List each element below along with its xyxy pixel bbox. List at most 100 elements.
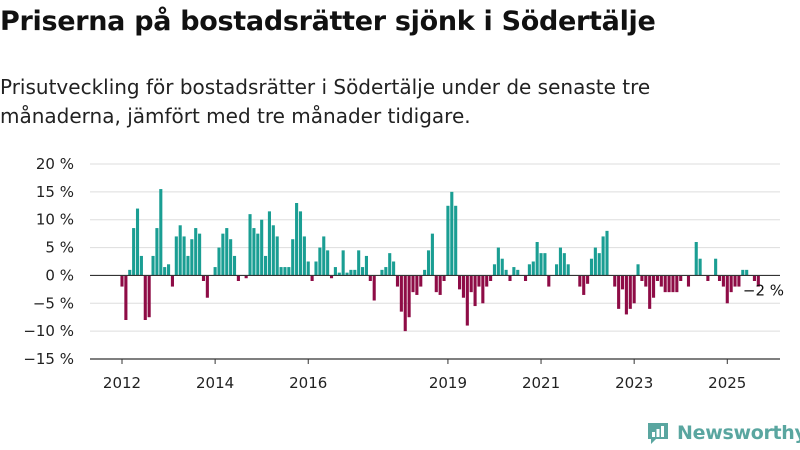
- bar: [535, 242, 539, 276]
- bar: [151, 255, 155, 276]
- bar: [492, 264, 497, 276]
- bar: [434, 275, 438, 293]
- bar: [244, 275, 248, 279]
- bar-chart: −15 %−10 %−5 %0 %5 %10 %15 %20 % 2012 201…: [23, 155, 784, 390]
- bar: [291, 239, 295, 276]
- x-tick-label: 2014: [196, 374, 234, 390]
- bar: [388, 253, 392, 276]
- bar: [667, 275, 671, 293]
- bar: [601, 236, 605, 276]
- bar: [652, 275, 656, 298]
- bar: [213, 267, 217, 276]
- bar: [384, 267, 388, 276]
- bar: [578, 275, 582, 287]
- bar: [620, 275, 625, 290]
- y-tick-label: −15 %: [23, 350, 74, 368]
- bar: [721, 275, 725, 287]
- bar: [539, 253, 543, 276]
- bar: [326, 250, 330, 276]
- bar: [632, 275, 636, 304]
- bar: [248, 214, 252, 276]
- y-axis-labels: −15 % −10 % −5 % 0 % 5 % 10 % 15 % 20 %: [23, 155, 74, 368]
- bar: [302, 236, 306, 276]
- bar: [593, 247, 597, 276]
- x-tick-label: 2012: [103, 374, 141, 390]
- bar: [232, 255, 237, 276]
- bar: [271, 225, 275, 276]
- bar: [349, 269, 353, 276]
- bar: [322, 236, 326, 276]
- bar: [287, 267, 291, 276]
- x-tick-label: 2023: [615, 374, 653, 390]
- bar: [252, 228, 256, 276]
- bar: [310, 275, 314, 281]
- bar: [430, 233, 434, 276]
- bar: [504, 269, 508, 276]
- bar: [217, 247, 221, 276]
- bar: [454, 205, 458, 276]
- bar: [725, 275, 729, 304]
- bar: [353, 269, 357, 276]
- bar: [706, 275, 710, 281]
- y-tick-label: 10 %: [36, 211, 74, 229]
- bar: [458, 275, 462, 290]
- bar: [135, 208, 140, 276]
- bar: [174, 236, 178, 276]
- bar: [201, 275, 206, 281]
- bar: [155, 228, 159, 276]
- bar: [671, 275, 675, 293]
- bar: [392, 261, 396, 276]
- bar: [178, 225, 182, 276]
- bar: [333, 267, 337, 276]
- bar: [267, 211, 271, 276]
- bar: [372, 275, 376, 301]
- bar: [516, 269, 520, 276]
- bar: [399, 275, 403, 312]
- bar: [159, 189, 163, 276]
- bar: [120, 275, 124, 287]
- bar: [655, 275, 659, 281]
- bar: [640, 275, 644, 281]
- bar: [205, 275, 209, 298]
- bar: [597, 253, 601, 276]
- bar: [698, 258, 702, 276]
- bar: [438, 275, 442, 295]
- bar: [531, 261, 535, 276]
- bar: [648, 275, 652, 309]
- bar: [163, 267, 167, 276]
- bar: [295, 203, 299, 276]
- bar: [260, 219, 264, 276]
- bar: [624, 275, 628, 315]
- bar: [341, 250, 345, 276]
- bar: [527, 264, 531, 276]
- chart-subtitle: Prisutveckling för bostadsrätter i Söder…: [0, 75, 651, 128]
- bar: [729, 275, 733, 293]
- bar: [675, 275, 679, 293]
- bar: [733, 275, 737, 287]
- bar: [275, 236, 279, 276]
- bar: [461, 275, 465, 298]
- bar: [686, 275, 691, 287]
- y-tick-label: −10 %: [23, 322, 74, 340]
- newsworthy-logo-icon: [648, 423, 668, 444]
- bar: [663, 275, 667, 293]
- grid-lines: [90, 163, 780, 360]
- chart-title: Priserna på bostadsrätter sjönk i Södert…: [0, 6, 656, 37]
- x-tick-label: 2016: [289, 374, 327, 390]
- bar: [741, 269, 745, 276]
- bar: [283, 267, 287, 276]
- bar: [613, 275, 617, 287]
- bar: [407, 275, 411, 318]
- annotations: −2 %: [743, 282, 784, 300]
- x-tick-label: 2019: [429, 374, 467, 390]
- bar: [194, 228, 198, 276]
- bar: [555, 264, 559, 276]
- bar: [423, 269, 427, 276]
- bar: [469, 275, 473, 293]
- bar: [337, 272, 341, 276]
- y-tick-label: −5 %: [33, 294, 74, 312]
- bar: [473, 275, 477, 307]
- bar: [182, 236, 186, 276]
- y-tick-label: 0 %: [45, 266, 74, 284]
- bar: [628, 275, 632, 309]
